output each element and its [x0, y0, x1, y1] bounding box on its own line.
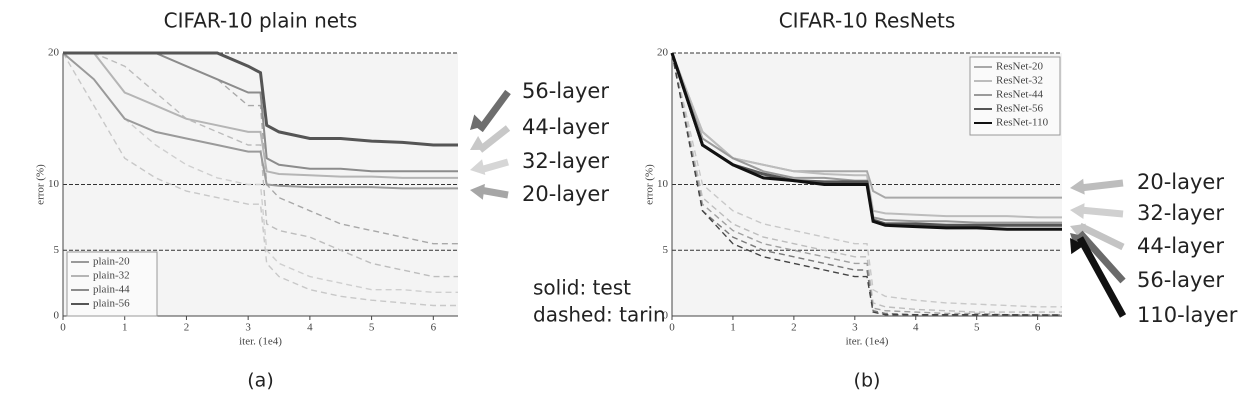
arrow-head: [470, 136, 487, 150]
legend-label: plain-20: [93, 256, 130, 268]
legend-label: plain-56: [93, 298, 130, 310]
series-line: [671, 52, 1062, 316]
x-tick-label: 2: [791, 322, 797, 334]
legend-label: plain-32: [93, 270, 130, 282]
legend-label: ResNet-44: [996, 89, 1044, 101]
x-tick-label: 3: [852, 322, 858, 334]
y-tick-label: 5: [663, 244, 669, 256]
series-line: [63, 52, 458, 245]
x-tick-label: 2: [184, 322, 190, 334]
arrow-head: [1070, 223, 1086, 239]
legend-label: plain-44: [93, 284, 130, 296]
annotation: 20-layer: [522, 182, 609, 206]
legend-label: ResNet-110: [996, 117, 1049, 129]
y-tick-label: 0: [663, 310, 669, 322]
arrow-shaft: [1077, 230, 1126, 284]
x-tick-label: 5: [369, 322, 375, 334]
x-tick-label: 4: [307, 322, 313, 334]
arrow-head: [470, 159, 486, 175]
x-tick-label: 1: [122, 322, 128, 334]
legend-label: ResNet-32: [996, 75, 1043, 87]
x-tick-label: 4: [913, 322, 919, 334]
y-axis-label: error (%): [35, 164, 47, 205]
caption: (b): [854, 370, 881, 392]
chart-title: CIFAR-10 plain nets: [164, 9, 358, 33]
annotation: 44-layer: [522, 115, 609, 139]
note: dashed: tarin: [533, 303, 666, 327]
arrow-shaft: [479, 158, 509, 174]
y-tick-label: 5: [54, 244, 60, 256]
x-tick-label: 1: [730, 322, 736, 334]
annotation: 110-layer: [1137, 303, 1238, 327]
x-axis-label: iter. (1e4): [846, 336, 889, 348]
legend-label: ResNet-20: [996, 61, 1044, 73]
arrow-shaft: [1076, 236, 1127, 318]
arrow-shaft: [477, 89, 511, 133]
chart-title: CIFAR-10 ResNets: [779, 9, 956, 33]
x-axis-label: iter. (1e4): [239, 336, 282, 348]
arrow-head: [470, 114, 486, 130]
arrow-head: [1070, 178, 1085, 195]
legend-label: ResNet-56: [996, 103, 1044, 115]
series-line: [671, 52, 1062, 313]
series-line: [62, 52, 458, 293]
caption: (a): [247, 370, 273, 392]
arrow-shaft: [1079, 179, 1124, 192]
series-line: [670, 52, 1062, 231]
annotation: 44-layer: [1137, 234, 1224, 258]
annotation: 20-layer: [1137, 170, 1224, 194]
y-tick-label: 10: [48, 178, 60, 190]
y-tick-label: 20: [48, 47, 60, 59]
annotation: 56-layer: [1137, 268, 1224, 292]
series-line: [62, 52, 458, 307]
x-tick-label: 0: [60, 322, 66, 334]
arrow-head: [470, 183, 485, 200]
y-tick-label: 0: [54, 310, 60, 322]
x-tick-label: 5: [974, 322, 980, 334]
arrow-shaft: [1079, 206, 1124, 218]
series-line: [63, 51, 458, 147]
series-line: [671, 52, 1062, 308]
x-tick-label: 0: [669, 322, 675, 334]
series-line: [63, 52, 458, 278]
arrow-head: [1070, 203, 1085, 220]
y-axis-label: error (%): [644, 164, 656, 205]
arrow-shaft: [477, 125, 511, 153]
x-tick-label: 3: [245, 322, 251, 334]
arrow-shaft: [479, 186, 509, 199]
annotation: 32-layer: [522, 149, 609, 173]
x-tick-label: 6: [431, 322, 437, 334]
y-tick-label: 20: [657, 47, 669, 59]
x-tick-label: 6: [1035, 322, 1041, 334]
annotation: 56-layer: [522, 79, 609, 103]
series-line: [63, 52, 458, 179]
annotation: 32-layer: [1137, 201, 1224, 225]
series-line: [671, 52, 1062, 316]
series-line: [62, 52, 458, 190]
arrow-head: [1070, 238, 1085, 255]
y-tick-label: 10: [657, 178, 669, 190]
note: solid: test: [533, 276, 631, 300]
arrow-shaft: [1078, 222, 1125, 251]
